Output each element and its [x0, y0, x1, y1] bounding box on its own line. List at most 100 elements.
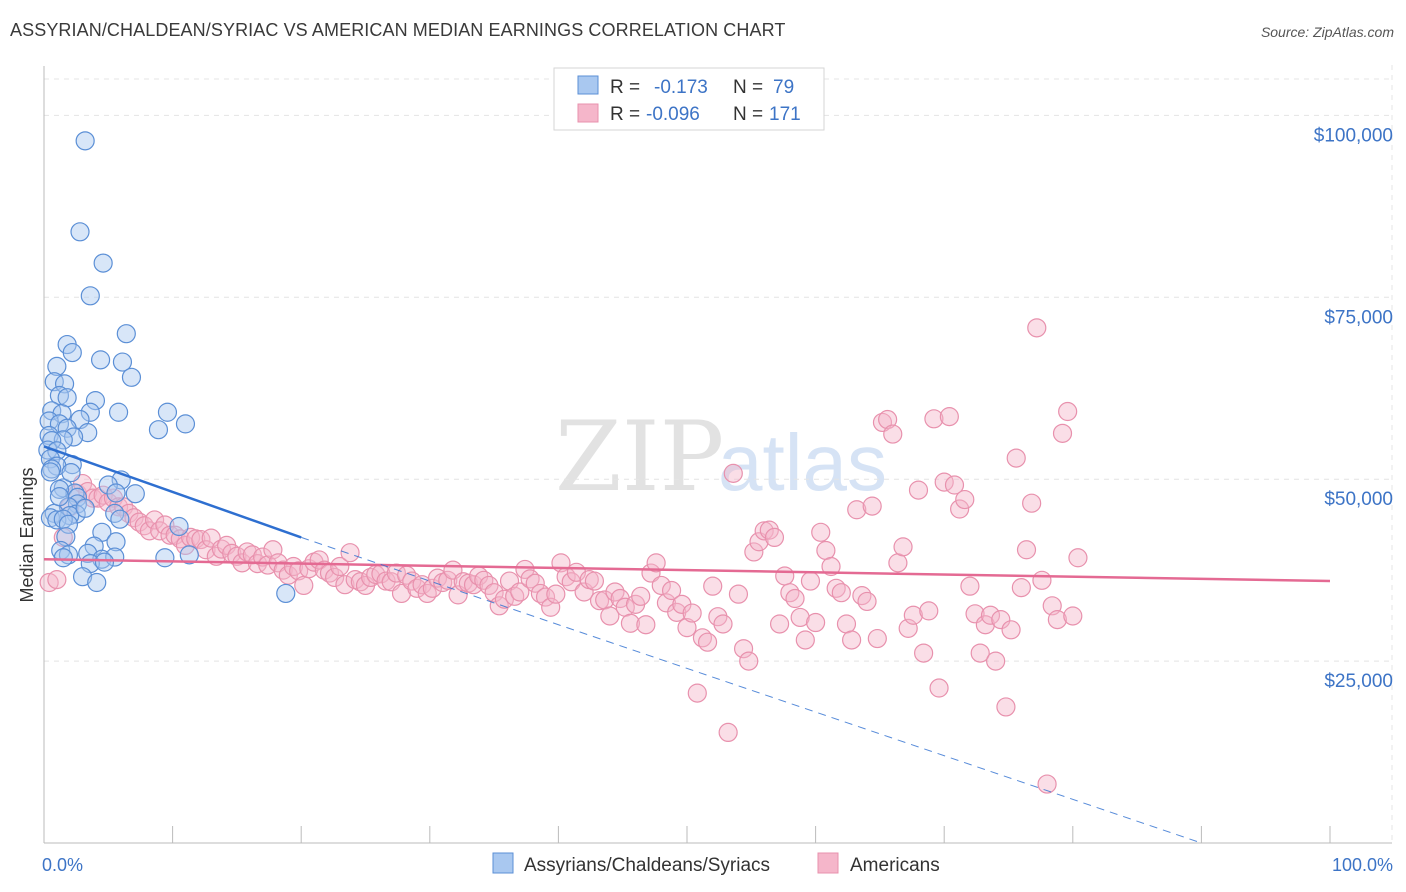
assyrians-point [49, 487, 70, 507]
tick-labels: $25,000 $50,000 $75,000 $100,000 0.0% 100.0% [42, 125, 1393, 875]
americans-point [211, 539, 232, 559]
trendlines [43, 445, 1331, 844]
assyrians-point [121, 367, 142, 387]
americans-point [294, 575, 314, 596]
americans-point [646, 553, 666, 573]
americans-point [417, 583, 437, 604]
americans-point [986, 651, 1006, 671]
assyrians-point [175, 414, 196, 434]
y-axis-label: Median Earnings [17, 467, 37, 602]
americans-point [39, 572, 59, 593]
assyrians-point [61, 463, 81, 483]
americans-point [883, 424, 903, 444]
americans-point [1068, 548, 1088, 568]
americans-point [713, 614, 733, 634]
americans-point [636, 615, 656, 635]
assyrians-point [155, 548, 175, 568]
americans-point [924, 409, 944, 429]
assyrians-point [47, 510, 67, 530]
americans-point [744, 542, 764, 562]
americans-point [1058, 401, 1078, 422]
assyrians-point [49, 479, 70, 499]
americans-point [842, 630, 862, 650]
assyrians-point [110, 509, 130, 529]
x-tick-label-start: 0.0% [42, 855, 83, 875]
americans-point [525, 573, 545, 593]
americans-point [438, 570, 458, 590]
assyrians-point [106, 483, 126, 503]
bottom-legend-swatch-pink [817, 852, 839, 874]
americans-point [391, 583, 412, 604]
legend-swatch-pink [577, 103, 599, 123]
americans-point [1016, 540, 1037, 560]
y-tick-label: $50,000 [1324, 489, 1393, 510]
americans-point [191, 529, 211, 550]
legend-swatch-blue [577, 75, 599, 95]
americans-point [821, 556, 841, 577]
bottom-legend-swatch-blue [492, 852, 514, 874]
americans-point [47, 570, 67, 590]
americans-point [723, 463, 743, 483]
americans-point [651, 575, 671, 596]
americans-point [1047, 610, 1067, 630]
americans-point [960, 576, 980, 596]
chart-title: ASSYRIAN/CHALDEAN/SYRIAC VS AMERICAN MED… [10, 20, 786, 40]
americans-point [350, 572, 370, 592]
americans-point [733, 639, 754, 659]
correlation-legend: R = -0.173 N = 79 R = -0.096 N = 171 [553, 67, 825, 131]
legend-n-label-1: N = [733, 77, 763, 98]
assyrians-point [85, 391, 106, 411]
americans-point [227, 546, 247, 566]
americans-point [273, 560, 293, 580]
legend-r-label-1: R = [610, 77, 640, 98]
americans-point [631, 586, 651, 606]
americans-point [546, 584, 566, 604]
assyrians-trendline-extension [301, 536, 1202, 844]
americans-point [728, 584, 749, 604]
assyrians-points [38, 131, 296, 604]
x-tick-label-end: 100.0% [1332, 855, 1393, 875]
assyrians-point [87, 572, 107, 593]
assyrians-point [148, 420, 169, 440]
assyrians-point [125, 484, 145, 504]
americans-point [847, 500, 867, 520]
americans-point [677, 618, 697, 638]
americans-point [811, 522, 831, 542]
watermark: ZIP atlas [555, 401, 887, 513]
americans-point [785, 588, 805, 609]
americans-point [474, 570, 494, 590]
americans-point [996, 697, 1016, 717]
americans-point [1032, 570, 1052, 590]
americans-point [1006, 448, 1026, 468]
assyrians-point [72, 567, 93, 587]
americans-point [144, 510, 165, 530]
assyrians-point [78, 423, 98, 443]
americans-point [134, 516, 154, 536]
americans-point [589, 591, 610, 611]
americans-point [661, 580, 682, 601]
americans-point [903, 605, 923, 625]
americans-point [862, 496, 882, 516]
americans-point [620, 613, 641, 633]
americans-point [1027, 318, 1047, 338]
americans-point [939, 407, 959, 427]
assyrians-point [80, 402, 100, 422]
americans-point [1037, 774, 1057, 794]
americans-point [150, 521, 170, 541]
assyrians-point [40, 462, 61, 482]
bottom-legend-label-1: Assyrians/Chaldeans/Syriacs [524, 855, 770, 876]
americans-point [325, 567, 345, 588]
americans-point [584, 571, 605, 591]
americans-point [893, 537, 913, 557]
assyrians-point [53, 548, 73, 568]
americans-point [764, 527, 785, 548]
americans-point [1011, 578, 1031, 598]
assyrians-point [62, 342, 82, 363]
americans-point [754, 521, 774, 541]
americans-point [697, 632, 718, 652]
americans-point [980, 605, 1001, 625]
assyrians-point [57, 388, 77, 408]
series-legend: Assyrians/Chaldeans/Syriacs Americans [492, 852, 940, 876]
americans-point [361, 567, 381, 588]
